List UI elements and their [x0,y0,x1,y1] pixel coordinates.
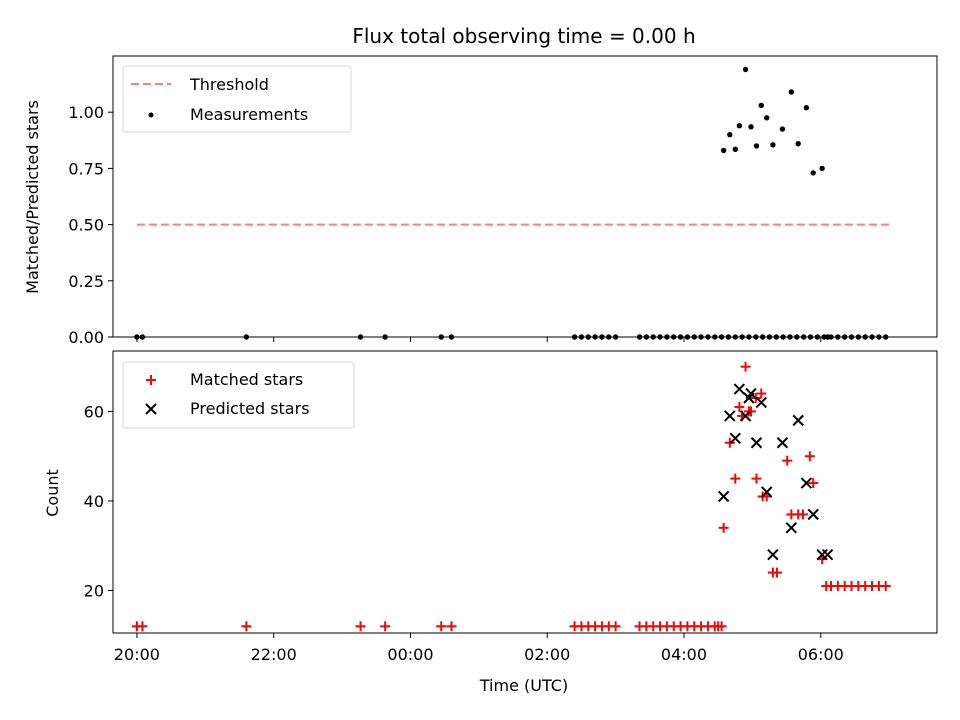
matched-star-point [771,567,782,578]
matched-star-point [782,455,793,466]
top-ylabel: Matched/Predicted stars [23,100,42,294]
legend-measurements-label: Measurements [190,105,308,124]
top-ytick-label: 1.00 [68,103,104,122]
bottom-ticks: 20 40 60 20:00 22:00 00:00 02:00 04:00 06:00 [84,402,844,664]
top-axes-frame [112,55,938,338]
predicted-star-point [821,548,834,561]
predicted-star-point [743,392,755,404]
predicted-star-point [755,396,767,409]
bottom-marks [131,361,891,632]
bottom-legend: Matched stars Predicted stars [122,361,355,429]
measurement-point [803,105,810,111]
predicted-star-point [776,437,789,449]
matched-star-point [137,621,148,632]
bottom-ytick-label: 20 [84,581,104,600]
matched-star-point [713,621,724,632]
top-ytick-label: 0.50 [68,216,104,235]
matched-star-point [804,451,815,462]
predicted-star-point [739,410,752,422]
legend-matched-label: Matched stars [190,370,303,389]
predicted-star-point [750,437,763,449]
bottom-ytick-label: 40 [84,492,104,511]
bottom-axes-frame [112,350,938,634]
measurement-point [764,115,770,121]
matched-star-point [355,621,366,632]
top-ytick-label: 0.00 [68,328,104,347]
matched-star-point [734,401,745,412]
bottom-ylabel: Count [43,469,62,517]
measurement-point [720,147,727,154]
measurement-point [727,131,733,138]
matched-star-point [446,621,457,632]
bottom-xtick-label: 22:00 [251,645,297,664]
measurement-point [788,89,795,95]
matched-star-point [740,361,751,372]
legend-predicted-swatch [145,403,157,415]
predicted-star-point [785,522,798,534]
legend-matched-swatch [146,375,156,385]
predicted-star-point [767,548,779,561]
matched-star-point [808,478,819,489]
bottom-xlabel: Time (UTC) [479,676,568,695]
measurement-point [732,146,738,152]
measurement-point [758,102,764,109]
top-panel: 0.00 0.25 0.50 0.75 1.00 Matched/Predicted s… [23,55,938,347]
matched-star-point [718,522,729,533]
bottom-xtick-label: 02:00 [524,645,570,664]
predicted-star-point [792,414,804,427]
measurement-point [736,122,743,129]
legend-predicted-label: Predicted stars [190,399,310,418]
measurement-point [770,142,776,148]
legend-measurements-swatch [148,112,154,118]
bottom-xtick-label: 00:00 [387,645,433,664]
top-ticks: 0.00 0.25 0.50 0.75 1.00 [68,103,822,347]
measurement-point [748,124,754,130]
top-legend: Threshold Measurements [122,65,352,133]
bottom-panel: 20 40 60 20:00 22:00 00:00 02:00 04:00 06:00 Cou… [43,350,938,695]
matched-star-point [797,509,808,520]
predicted-star-point [729,432,741,444]
measurement-point [753,143,760,149]
top-ytick-label: 0.75 [68,159,104,178]
measurement-point [795,140,801,147]
matched-star-point [436,621,447,632]
measurement-point [779,126,786,132]
bottom-xtick-label: 20:00 [114,645,160,664]
measurement-point [819,165,825,172]
top-legend-box [122,65,352,133]
predicted-star-point [717,490,730,503]
bottom-xtick-label: 06:00 [798,645,844,664]
bottom-legend-box [122,361,355,429]
bottom-ytick-label: 60 [84,402,104,421]
matched-star-point [880,581,891,591]
matched-star-point [751,473,762,484]
measurement-point [810,170,816,176]
legend-threshold-label: Threshold [189,75,269,94]
predicted-star-point [761,486,773,498]
measurement-point [742,66,749,73]
top-ytick-label: 0.25 [68,272,104,291]
predicted-star-point [724,410,736,422]
predicted-star-point [800,477,813,489]
matched-star-point [730,473,741,484]
chart-title: Flux total observing time = 0.00 h [352,24,695,48]
predicted-star-point [733,383,746,395]
bottom-xtick-label: 04:00 [661,645,707,664]
matched-star-point [241,621,252,632]
predicted-star-point [807,508,819,521]
matched-star-point [380,621,391,632]
matched-star-point [610,621,621,632]
matched-star-point [756,388,767,399]
